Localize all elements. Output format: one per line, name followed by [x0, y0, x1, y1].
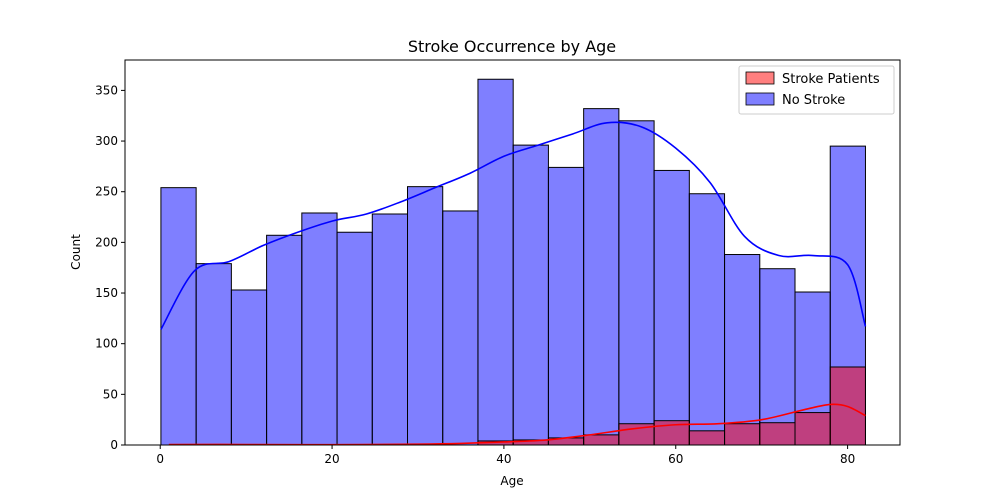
bar-no-stroke — [301, 212, 338, 446]
x-tick-label: 0 — [156, 452, 164, 466]
bar-no-stroke — [195, 263, 232, 446]
legend: Stroke Patients No Stroke — [738, 65, 895, 115]
bar-stroke-patients — [688, 430, 726, 446]
bar-no-stroke — [336, 231, 373, 446]
chart-title: Stroke Occurrence by Age — [408, 37, 616, 56]
y-tick-label: 100 — [95, 337, 118, 351]
x-tick-label: 80 — [840, 452, 855, 466]
y-tick-label: 300 — [95, 134, 118, 148]
bar-stroke-patients — [794, 412, 831, 446]
legend-swatch-stroke-patients — [745, 71, 775, 85]
legend-label-stroke-patients: Stroke Patients — [782, 72, 880, 87]
bar-stroke-patients — [583, 434, 620, 446]
plot-frame — [124, 59, 901, 446]
bar-no-stroke — [230, 289, 268, 446]
bar-no-stroke — [266, 234, 303, 446]
y-axis-title: Count — [69, 234, 83, 270]
x-tick-label: 20 — [324, 452, 339, 466]
bar-no-stroke — [688, 193, 726, 446]
y-tick-label: 200 — [95, 235, 118, 249]
y-axis: 0 50 100 150 200 250 300 350 — [95, 83, 125, 452]
bar-no-stroke — [371, 213, 409, 446]
x-axis-title: Age — [500, 474, 523, 488]
bar-stroke-patients — [759, 422, 796, 446]
y-tick-label: 0 — [110, 438, 118, 452]
y-tick-label: 250 — [95, 185, 118, 199]
bar-no-stroke — [442, 210, 479, 446]
kde-line-no-stroke — [160, 121, 867, 330]
bars-layer — [160, 78, 866, 446]
bar-no-stroke — [477, 78, 514, 446]
bar-no-stroke — [724, 254, 761, 446]
bar-no-stroke — [512, 144, 549, 446]
bar-stroke-patients — [724, 423, 761, 446]
y-tick-label: 350 — [95, 83, 118, 97]
bar-no-stroke — [583, 108, 620, 446]
bar-no-stroke — [547, 166, 585, 446]
x-tick-label: 40 — [496, 452, 511, 466]
bar-no-stroke — [618, 120, 655, 446]
y-tick-label: 50 — [103, 387, 118, 401]
legend-box — [738, 65, 895, 115]
legend-label-no-stroke: No Stroke — [782, 93, 845, 108]
bar-no-stroke — [653, 169, 690, 446]
bar-no-stroke — [160, 187, 197, 446]
bar-no-stroke — [407, 186, 444, 446]
x-axis: 0 20 40 60 80 — [156, 445, 855, 466]
x-tick-label: 60 — [668, 452, 683, 466]
y-tick-label: 150 — [95, 286, 118, 300]
legend-swatch-no-stroke — [745, 92, 775, 106]
